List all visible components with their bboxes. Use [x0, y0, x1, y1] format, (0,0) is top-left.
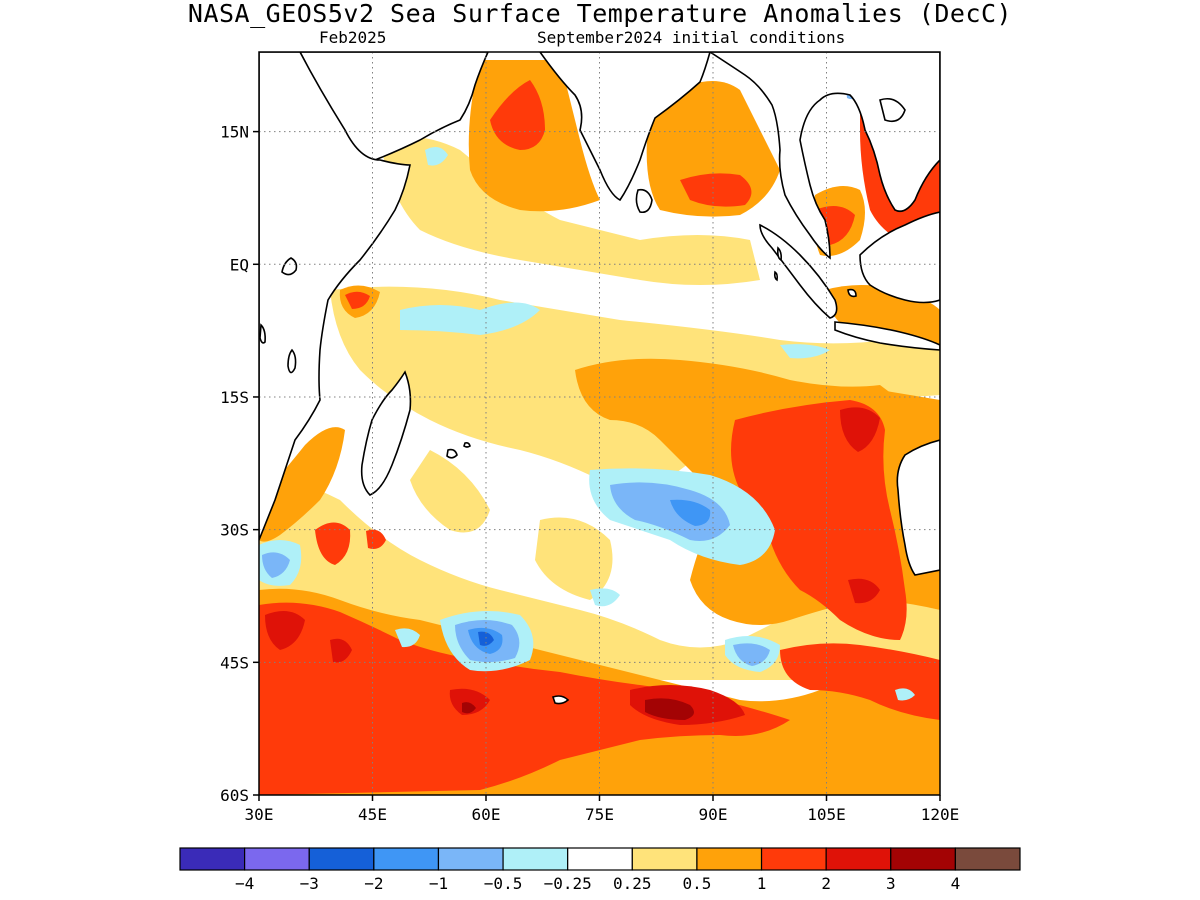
- anomaly-contour-4: [462, 698, 694, 720]
- land-masses: [259, 52, 940, 705]
- colorbar-swatch: [244, 847, 310, 871]
- longitude-axis: 30E 45E 60E 75E 90E 105E 120E: [245, 795, 960, 824]
- lon-tick-label: 90E: [699, 805, 728, 824]
- colorbar-label: 3: [886, 874, 896, 893]
- sri-lanka-island: [635, 188, 653, 214]
- anomaly-field: [259, 52, 940, 795]
- borneo-island: [859, 211, 940, 304]
- colorbar-swatch: [373, 847, 440, 871]
- anomaly-negative: [259, 79, 915, 701]
- colorbar-label: −2: [364, 874, 383, 893]
- subtitle-initial-conditions: September2024 initial conditions: [537, 28, 846, 47]
- latitude-axis: 15N EQ 15S 30S 45S 60S: [220, 123, 259, 805]
- colorbar-label: 0.5: [682, 874, 711, 893]
- colorbar-label: −3: [300, 874, 319, 893]
- colorbar-label: −0.5: [484, 874, 523, 893]
- colorbar-swatch: [567, 847, 633, 871]
- colorbar-swatch: [179, 847, 246, 871]
- lat-tick-label: 30S: [220, 521, 249, 540]
- colorbar-swatch: [890, 847, 956, 871]
- lat-tick-label: 15N: [220, 123, 249, 142]
- colorbar-label: −4: [235, 874, 254, 893]
- java-island: [834, 321, 940, 351]
- map-gridlines: [259, 52, 940, 795]
- australia-landmass: [896, 439, 940, 576]
- colorbar-swatch: [954, 847, 1021, 871]
- colorbar-swatch: [308, 847, 375, 871]
- colorbar-label: −1: [429, 874, 448, 893]
- lat-tick-label: EQ: [230, 255, 249, 274]
- madagascar-island: [360, 370, 412, 496]
- colorbar: −4 −3 −2 −1 −0.5 −0.25 0.25 0.5 1 2 3 4: [179, 847, 1021, 893]
- colorbar-swatch: [696, 847, 763, 871]
- colorbar-label: 1: [757, 874, 767, 893]
- lat-tick-label: 45S: [220, 653, 249, 672]
- lon-tick-label: 105E: [807, 805, 846, 824]
- subtitle-forecast-month: Feb2025: [319, 28, 387, 47]
- lon-tick-label: 45E: [358, 805, 387, 824]
- colorbar-label: 0.25: [613, 874, 652, 893]
- colorbar-label: 2: [821, 874, 831, 893]
- lon-tick-label: 60E: [472, 805, 501, 824]
- colorbar-swatch: [437, 847, 504, 871]
- colorbar-swatch: [502, 847, 569, 871]
- colorbar-swatch: [760, 847, 827, 871]
- colorbar-swatch: [631, 847, 698, 871]
- lon-tick-label: 30E: [245, 805, 274, 824]
- map-title: NASA_GEOS5v2 Sea Surface Temperature Ano…: [187, 0, 1013, 28]
- colorbar-label: −0.25: [544, 874, 592, 893]
- colorbar-label: 4: [951, 874, 961, 893]
- lon-tick-label: 75E: [585, 805, 614, 824]
- lat-tick-label: 15S: [220, 388, 249, 407]
- lon-tick-label: 120E: [921, 805, 960, 824]
- colorbar-swatch: [825, 847, 892, 871]
- lat-tick-label: 60S: [220, 786, 249, 805]
- india-landmass: [539, 52, 711, 202]
